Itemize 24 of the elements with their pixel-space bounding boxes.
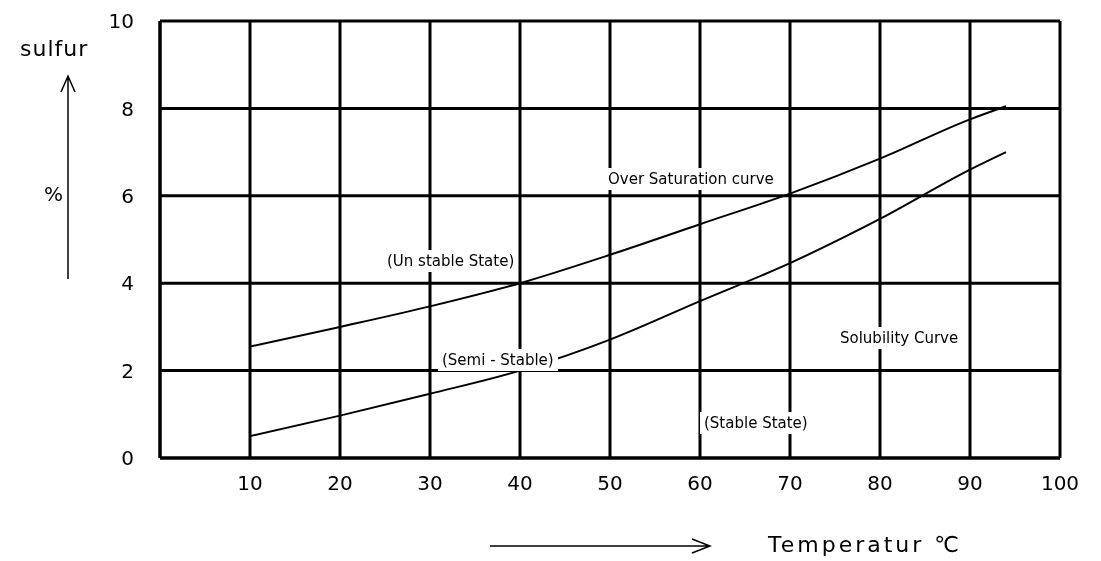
x-axis-title: Temperatur ℃ (768, 532, 963, 557)
text: % (43, 181, 64, 208)
x-tick-label: 60 (687, 471, 713, 496)
x-tick-label: 50 (597, 471, 623, 496)
x-tick-label: 90 (957, 471, 983, 496)
x-tick-label: 20 (327, 471, 353, 496)
x-tick-label: 40 (507, 471, 533, 496)
annotation: (Semi - Stable) (438, 349, 558, 371)
y-tick-label: 4 (121, 271, 134, 296)
annotation: Solubility Curve (836, 327, 963, 349)
y-tick-label: 6 (121, 183, 134, 208)
y-tick-label: 2 (121, 358, 134, 383)
x-tick-label: 10 (237, 471, 263, 496)
annotation: (Stable State) (700, 412, 812, 434)
x-tick-label: 100 (1040, 471, 1080, 496)
annotation: (Un stable State) (383, 250, 519, 272)
x-tick-label: 80 (867, 471, 893, 496)
y-tick-label: 0 (121, 446, 134, 471)
y-axis-title: sulfur (20, 36, 89, 61)
x-tick-label: 30 (417, 471, 443, 496)
x-tick-label: 70 (777, 471, 803, 496)
y-tick-label: 8 (121, 96, 134, 121)
y-tick-label: 10 (108, 9, 134, 34)
annotation: Over Saturation curve (604, 168, 778, 190)
